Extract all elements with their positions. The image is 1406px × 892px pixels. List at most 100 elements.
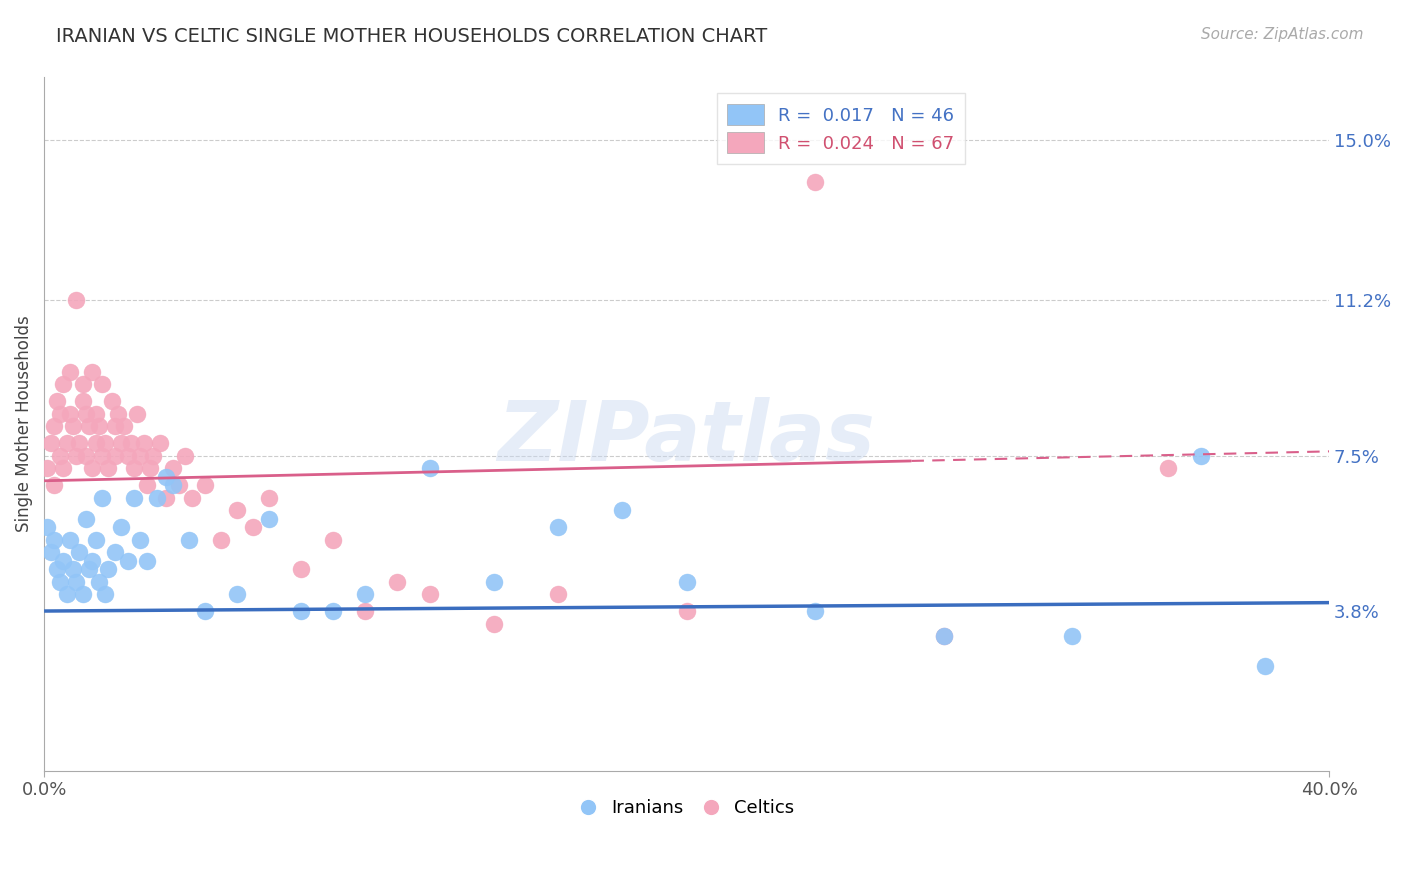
Point bbox=[547, 587, 569, 601]
Point bbox=[177, 533, 200, 547]
Point bbox=[1189, 449, 1212, 463]
Point bbox=[82, 365, 104, 379]
Y-axis label: Single Mother Households: Single Mother Households bbox=[15, 316, 32, 533]
Point bbox=[290, 604, 312, 618]
Point bbox=[37, 461, 59, 475]
Point bbox=[482, 574, 505, 589]
Point bbox=[932, 629, 955, 643]
Point bbox=[167, 478, 190, 492]
Point bbox=[49, 574, 72, 589]
Point bbox=[225, 503, 247, 517]
Point bbox=[94, 587, 117, 601]
Point bbox=[194, 604, 217, 618]
Point bbox=[257, 511, 280, 525]
Point bbox=[59, 365, 82, 379]
Point bbox=[55, 587, 77, 601]
Point bbox=[65, 293, 87, 307]
Point bbox=[37, 520, 59, 534]
Point bbox=[174, 449, 197, 463]
Point bbox=[804, 176, 827, 190]
Point bbox=[135, 478, 157, 492]
Point bbox=[77, 562, 100, 576]
Text: IRANIAN VS CELTIC SINGLE MOTHER HOUSEHOLDS CORRELATION CHART: IRANIAN VS CELTIC SINGLE MOTHER HOUSEHOL… bbox=[56, 27, 768, 45]
Point bbox=[162, 478, 184, 492]
Point bbox=[1254, 658, 1277, 673]
Point bbox=[122, 491, 145, 505]
Point bbox=[110, 520, 132, 534]
Point bbox=[90, 377, 112, 392]
Point bbox=[52, 553, 75, 567]
Point bbox=[52, 461, 75, 475]
Point bbox=[155, 469, 177, 483]
Point bbox=[135, 553, 157, 567]
Point bbox=[65, 449, 87, 463]
Point bbox=[84, 407, 107, 421]
Point bbox=[209, 533, 232, 547]
Point bbox=[42, 533, 65, 547]
Point bbox=[225, 587, 247, 601]
Point bbox=[90, 449, 112, 463]
Point bbox=[194, 478, 217, 492]
Point bbox=[107, 407, 129, 421]
Point bbox=[387, 574, 409, 589]
Point bbox=[97, 562, 120, 576]
Point bbox=[62, 419, 84, 434]
Point bbox=[69, 545, 91, 559]
Point bbox=[42, 478, 65, 492]
Point bbox=[242, 520, 264, 534]
Point bbox=[932, 629, 955, 643]
Point bbox=[69, 436, 91, 450]
Point bbox=[84, 436, 107, 450]
Point bbox=[104, 449, 127, 463]
Point bbox=[87, 419, 110, 434]
Point bbox=[139, 461, 162, 475]
Point bbox=[62, 562, 84, 576]
Point bbox=[419, 587, 441, 601]
Point bbox=[46, 562, 69, 576]
Point bbox=[82, 461, 104, 475]
Point bbox=[675, 604, 697, 618]
Point bbox=[72, 377, 94, 392]
Text: ZIPatlas: ZIPatlas bbox=[498, 398, 876, 478]
Point bbox=[65, 574, 87, 589]
Point bbox=[77, 419, 100, 434]
Point bbox=[127, 407, 149, 421]
Point bbox=[547, 520, 569, 534]
Point bbox=[39, 436, 62, 450]
Legend: Iranians, Celtics: Iranians, Celtics bbox=[572, 791, 801, 824]
Point bbox=[75, 511, 97, 525]
Point bbox=[804, 604, 827, 618]
Point bbox=[1157, 461, 1180, 475]
Point bbox=[149, 436, 172, 450]
Point bbox=[49, 407, 72, 421]
Point bbox=[87, 574, 110, 589]
Point bbox=[482, 616, 505, 631]
Point bbox=[1060, 629, 1083, 643]
Point bbox=[162, 461, 184, 475]
Point bbox=[117, 449, 139, 463]
Point bbox=[49, 449, 72, 463]
Point bbox=[145, 491, 167, 505]
Point bbox=[55, 436, 77, 450]
Point bbox=[612, 503, 634, 517]
Point bbox=[129, 449, 152, 463]
Point bbox=[290, 562, 312, 576]
Point bbox=[90, 491, 112, 505]
Point bbox=[117, 553, 139, 567]
Point bbox=[419, 461, 441, 475]
Point bbox=[39, 545, 62, 559]
Point bbox=[75, 449, 97, 463]
Point bbox=[46, 394, 69, 409]
Point bbox=[129, 533, 152, 547]
Point bbox=[72, 587, 94, 601]
Point bbox=[104, 545, 127, 559]
Point bbox=[112, 419, 135, 434]
Point bbox=[120, 436, 142, 450]
Point bbox=[52, 377, 75, 392]
Point bbox=[257, 491, 280, 505]
Point bbox=[142, 449, 165, 463]
Point bbox=[59, 533, 82, 547]
Point bbox=[110, 436, 132, 450]
Point bbox=[322, 533, 344, 547]
Point bbox=[100, 394, 122, 409]
